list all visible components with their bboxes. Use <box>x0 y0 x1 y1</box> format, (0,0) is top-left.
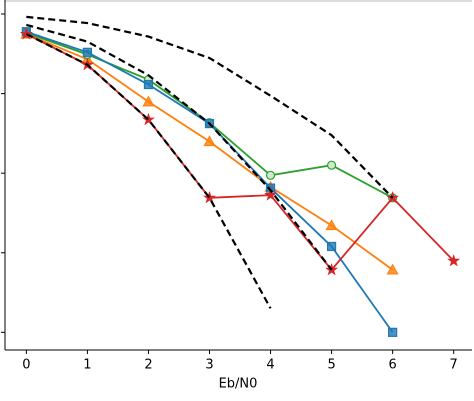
x-tick-label: 6 <box>388 358 396 373</box>
marker <box>326 160 337 170</box>
marker <box>447 254 461 267</box>
marker <box>325 219 338 231</box>
marker <box>19 27 33 40</box>
marker <box>143 79 154 90</box>
marker <box>386 263 399 275</box>
series-line <box>26 23 333 271</box>
x-tick-label: 0 <box>22 358 30 373</box>
x-axis-label: Eb/N0 <box>219 377 258 392</box>
marker <box>203 191 216 204</box>
x-tick-label: 5 <box>327 358 335 373</box>
x-tick-label: 1 <box>83 358 91 373</box>
marker <box>265 170 276 180</box>
x-tick-label: 2 <box>144 358 152 373</box>
x-tick-label: 4 <box>266 358 274 373</box>
marker <box>142 95 155 107</box>
marker <box>388 327 398 337</box>
marker <box>264 188 278 201</box>
series-line <box>26 15 394 199</box>
series-line <box>26 33 394 271</box>
marker <box>203 135 216 147</box>
series-line <box>26 30 394 333</box>
series-line <box>25 33 272 309</box>
x-tick-label: 3 <box>205 358 213 373</box>
x-tick-label: 7 <box>450 358 458 373</box>
marker <box>141 112 155 126</box>
marker <box>326 241 337 252</box>
marker <box>82 47 93 57</box>
